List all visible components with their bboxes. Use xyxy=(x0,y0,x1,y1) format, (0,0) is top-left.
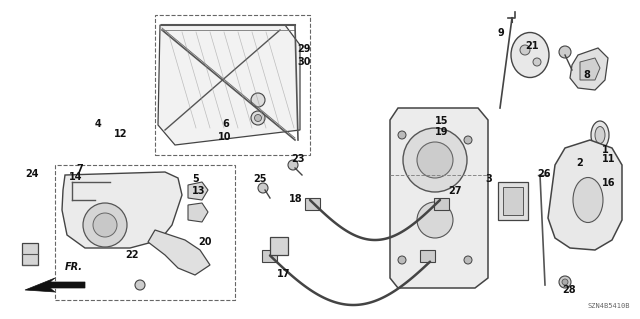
Text: SZN4B5410B: SZN4B5410B xyxy=(588,303,630,309)
Ellipse shape xyxy=(573,177,603,222)
Text: 26: 26 xyxy=(538,169,551,179)
Circle shape xyxy=(520,45,530,55)
Text: 1: 1 xyxy=(602,145,609,155)
Text: 15: 15 xyxy=(435,116,449,126)
Circle shape xyxy=(83,203,127,247)
Bar xyxy=(420,250,435,262)
Circle shape xyxy=(417,142,453,178)
Polygon shape xyxy=(580,58,600,80)
Text: 12: 12 xyxy=(114,129,127,139)
Circle shape xyxy=(251,93,265,107)
Text: FR.: FR. xyxy=(65,262,83,272)
Text: 4: 4 xyxy=(95,119,102,130)
Polygon shape xyxy=(390,108,488,288)
Bar xyxy=(55,165,235,300)
Bar xyxy=(155,15,310,155)
Polygon shape xyxy=(25,278,85,292)
Ellipse shape xyxy=(591,121,609,149)
Text: 20: 20 xyxy=(198,237,212,248)
Polygon shape xyxy=(188,203,208,222)
Circle shape xyxy=(559,46,571,58)
Text: 18: 18 xyxy=(289,194,303,204)
Circle shape xyxy=(398,256,406,264)
Text: 11: 11 xyxy=(602,154,615,165)
Circle shape xyxy=(559,276,571,288)
Circle shape xyxy=(255,115,262,122)
Text: 3: 3 xyxy=(485,174,492,184)
Bar xyxy=(305,198,320,210)
Text: 24: 24 xyxy=(26,169,39,179)
Text: 2: 2 xyxy=(576,158,583,168)
Circle shape xyxy=(562,279,568,285)
Circle shape xyxy=(417,202,453,238)
Text: 29: 29 xyxy=(298,44,311,55)
Bar xyxy=(434,198,449,210)
Text: 28: 28 xyxy=(562,285,575,295)
Ellipse shape xyxy=(511,33,549,78)
Text: 9: 9 xyxy=(498,28,505,39)
Circle shape xyxy=(398,131,406,139)
Circle shape xyxy=(251,111,265,125)
Text: 22: 22 xyxy=(125,250,138,260)
Text: 23: 23 xyxy=(291,154,305,165)
Bar xyxy=(270,237,288,255)
Text: 7: 7 xyxy=(77,164,84,174)
Circle shape xyxy=(533,58,541,66)
Circle shape xyxy=(93,213,117,237)
Text: 8: 8 xyxy=(584,70,591,80)
Polygon shape xyxy=(570,48,608,90)
Text: 17: 17 xyxy=(276,269,290,279)
Polygon shape xyxy=(548,140,622,250)
Text: 25: 25 xyxy=(253,174,266,184)
Text: 30: 30 xyxy=(298,57,311,67)
Text: 27: 27 xyxy=(448,186,461,197)
Bar xyxy=(498,182,528,220)
Polygon shape xyxy=(158,25,300,145)
Circle shape xyxy=(258,183,268,193)
Ellipse shape xyxy=(595,127,605,144)
Bar xyxy=(503,187,523,215)
Circle shape xyxy=(464,256,472,264)
Text: 16: 16 xyxy=(602,178,615,189)
Text: 5: 5 xyxy=(192,174,199,184)
Polygon shape xyxy=(62,172,182,248)
Text: 21: 21 xyxy=(525,41,538,51)
Text: 19: 19 xyxy=(435,127,449,137)
Text: 10: 10 xyxy=(218,132,231,142)
Polygon shape xyxy=(188,182,208,200)
Circle shape xyxy=(288,160,298,170)
Bar xyxy=(22,243,38,265)
Circle shape xyxy=(403,128,467,192)
Circle shape xyxy=(464,136,472,144)
Text: 13: 13 xyxy=(192,186,205,197)
Bar xyxy=(262,250,277,262)
Text: 6: 6 xyxy=(223,119,230,130)
Circle shape xyxy=(135,280,145,290)
Text: 14: 14 xyxy=(69,172,83,182)
Polygon shape xyxy=(148,230,210,275)
